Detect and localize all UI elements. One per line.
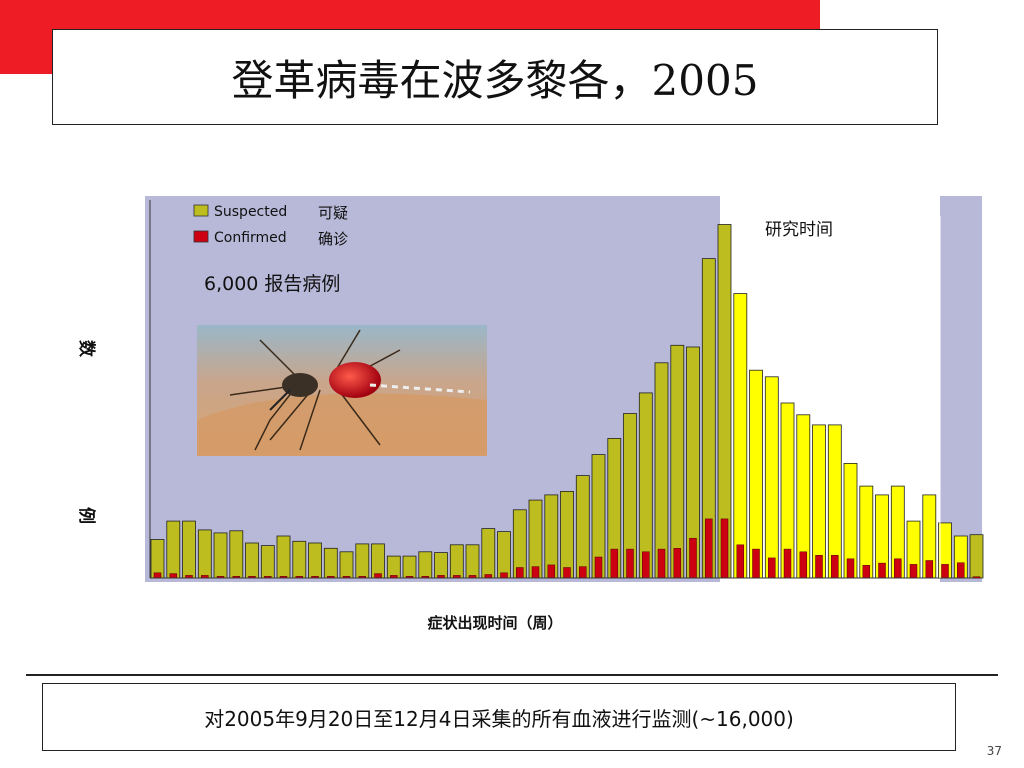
bar-confirmed-week-52 [957,562,965,579]
bar-suspected-week-13 [339,551,354,579]
bar-confirmed-week-15 [374,573,382,579]
bar-confirmed-week-50 [925,560,934,579]
bar-suspected-week-4 [197,529,212,579]
bars-group [150,224,984,579]
legend-label-confirmed-zh: 确诊 [318,230,348,248]
bar-suspected-week-6 [229,530,244,579]
bar-confirmed-week-1 [153,572,162,579]
bar-suspected-week-19 [434,552,448,579]
slide-title: 登革病毒在波多黎各，2005 [52,29,938,125]
bar-suspected-week-53 [969,534,984,579]
bar-confirmed-week-44 [831,555,839,579]
bar-confirmed-week-29 [594,556,603,579]
bar-suspected-week-9 [276,535,291,579]
bar-suspected-week-23 [497,531,511,579]
bar-confirmed-week-40 [768,557,776,579]
bar-confirmed-week-46 [862,565,871,579]
bar-confirmed-week-24 [516,567,524,579]
bar-confirmed-week-30 [610,548,619,579]
bar-confirmed-week-51 [941,564,949,579]
bar-suspected-week-18 [418,551,433,579]
bar-suspected-week-2 [166,520,181,579]
bar-confirmed-week-47 [878,562,886,579]
bar-suspected-week-40 [764,376,779,579]
bar-confirmed-week-49 [909,564,918,579]
bar-suspected-week-17 [402,555,417,579]
bar-confirmed-week-36 [705,518,713,579]
bar-suspected-week-16 [386,555,401,579]
bar-confirmed-week-27 [563,567,571,579]
legend-swatch-confirmed [193,230,209,243]
bar-suspected-week-27 [560,490,574,579]
study-period-label: 研究时间 [765,220,833,240]
bar-confirmed-week-37 [720,518,729,579]
bar-suspected-week-1 [150,539,165,579]
surveillance-note: 对2005年9月20日至12月4日采集的所有血液进行监测(~16,000) [42,683,956,751]
bar-suspected-week-11 [308,542,322,579]
bar-suspected-week-14 [355,543,370,579]
bar-suspected-week-7 [245,542,259,579]
bar-confirmed-week-41 [783,548,792,579]
bar-confirmed-week-53 [972,576,981,579]
bar-confirmed-week-42 [799,551,808,579]
bar-suspected-week-15 [371,543,385,579]
x-axis-label: 症状出现时间（周） [427,614,563,632]
bar-confirmed-week-39 [752,548,760,579]
bar-confirmed-week-33 [657,548,666,579]
bar-suspected-week-44 [827,424,842,579]
bar-confirmed-week-32 [642,551,650,579]
legend-label-confirmed: Confirmed [214,230,287,246]
chart-background-right [940,196,982,582]
bar-suspected-week-21 [465,544,480,579]
bar-confirmed-week-31 [626,548,634,579]
bar-suspected-week-46 [859,485,874,579]
bar-suspected-week-5 [213,532,228,579]
bar-suspected-week-34 [670,344,685,579]
bar-confirmed-week-28 [579,566,587,579]
bar-confirmed-week-34 [673,548,682,579]
bar-suspected-week-3 [182,520,196,579]
bar-suspected-week-20 [449,544,464,579]
reported-cases-annotation: 6,000 报告病例 [204,273,340,295]
bar-suspected-week-33 [654,362,669,579]
bar-confirmed-week-48 [894,558,902,579]
legend-swatch-suspected [193,204,209,217]
bar-suspected-week-22 [481,528,496,579]
bar-suspected-week-10 [292,540,307,579]
mosquito-image [197,325,487,456]
bar-suspected-week-39 [749,369,763,579]
bar-confirmed-week-43 [815,555,823,579]
bar-confirmed-week-45 [846,558,855,579]
bar-suspected-week-8 [260,545,275,579]
bar-confirmed-week-23 [500,572,508,579]
bar-suspected-week-32 [638,392,653,579]
bar-suspected-week-43 [812,424,826,579]
legend-label-suspected-zh: 可疑 [318,204,348,222]
bar-suspected-week-28 [575,475,590,579]
page-number: 37 [986,744,1002,758]
bar-confirmed-week-22 [484,574,493,579]
divider-line [26,674,998,676]
bar-suspected-week-38 [733,293,748,579]
bar-confirmed-week-2 [169,573,178,579]
bar-confirmed-week-35 [689,537,697,579]
bar-confirmed-week-26 [547,564,556,579]
legend-label-suspected: Suspected [214,204,287,220]
bar-confirmed-week-38 [736,544,745,579]
bar-suspected-week-25 [528,499,543,579]
bar-suspected-week-12 [323,547,338,579]
bar-confirmed-week-25 [531,566,540,579]
